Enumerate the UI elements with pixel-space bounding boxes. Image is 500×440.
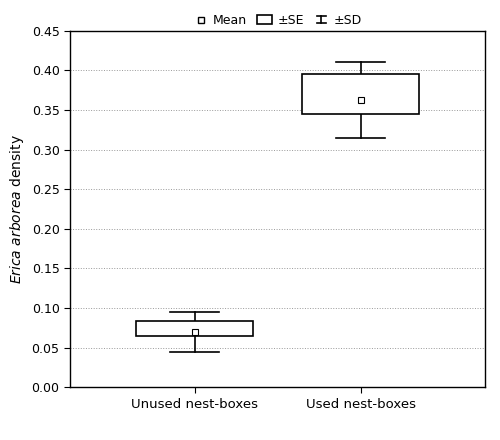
Bar	[302, 74, 418, 114]
Legend: Mean, ±SE, ±SD: Mean, ±SE, ±SD	[193, 14, 362, 27]
Y-axis label: $\it{Erica}$ $\it{arborea}$ density: $\it{Erica}$ $\it{arborea}$ density	[8, 134, 26, 284]
Bar	[136, 322, 252, 336]
